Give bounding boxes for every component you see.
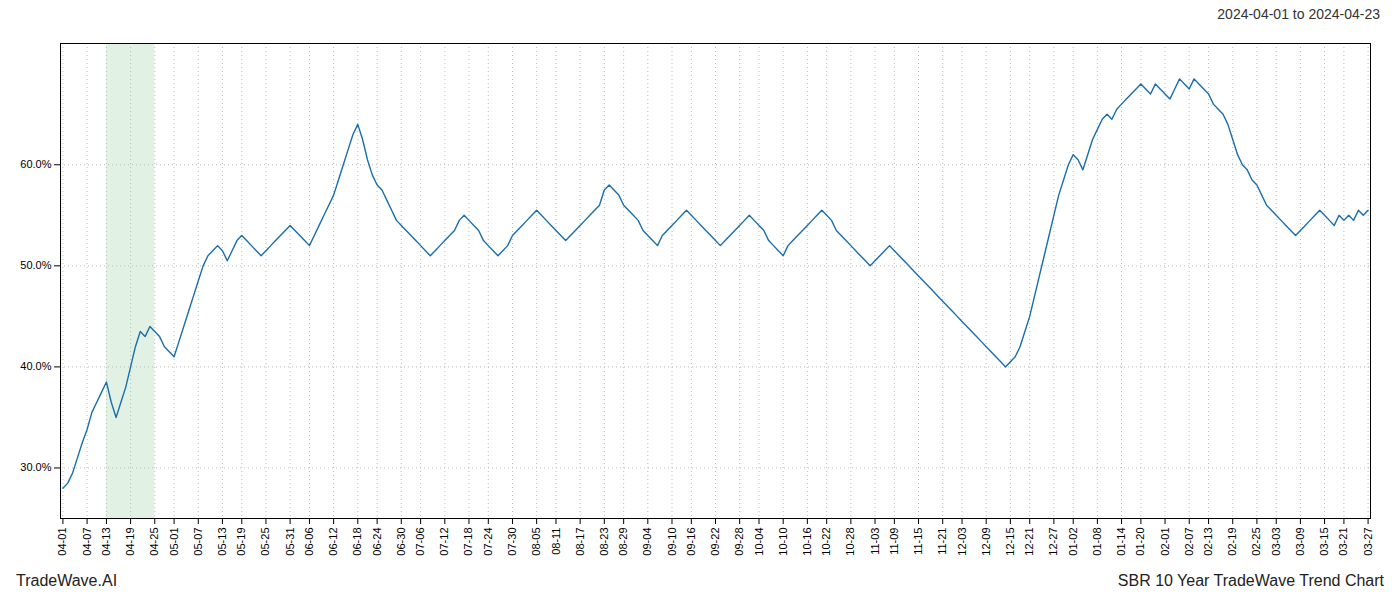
svg-text:11-15: 11-15 <box>912 528 924 555</box>
svg-text:01-20: 01-20 <box>1134 528 1146 556</box>
svg-text:05-31: 05-31 <box>284 528 296 556</box>
svg-text:11-21: 11-21 <box>936 528 948 555</box>
svg-text:03-21: 03-21 <box>1337 528 1349 556</box>
svg-text:07-18: 07-18 <box>462 528 474 556</box>
svg-text:08-29: 08-29 <box>617 528 629 556</box>
svg-text:11-03: 11-03 <box>869 528 881 555</box>
svg-text:30.0%: 30.0% <box>20 461 51 473</box>
svg-text:02-19: 02-19 <box>1226 528 1238 556</box>
svg-text:02-13: 02-13 <box>1202 528 1214 556</box>
svg-text:04-19: 04-19 <box>124 528 136 556</box>
svg-text:10-16: 10-16 <box>801 528 813 556</box>
svg-text:04-01: 04-01 <box>56 528 68 556</box>
svg-text:07-06: 07-06 <box>414 528 426 556</box>
svg-text:07-12: 07-12 <box>438 528 450 556</box>
svg-text:01-14: 01-14 <box>1115 528 1127 556</box>
svg-text:06-18: 06-18 <box>351 528 363 556</box>
svg-text:12-09: 12-09 <box>980 528 992 556</box>
svg-text:03-27: 03-27 <box>1362 528 1374 556</box>
svg-text:05-07: 05-07 <box>192 528 204 556</box>
svg-text:07-30: 07-30 <box>506 528 518 556</box>
svg-text:06-06: 06-06 <box>303 528 315 556</box>
svg-text:09-16: 09-16 <box>685 528 697 556</box>
svg-text:01-08: 01-08 <box>1091 528 1103 556</box>
svg-text:04-13: 04-13 <box>100 528 112 556</box>
svg-text:08-05: 08-05 <box>530 528 542 556</box>
svg-text:02-01: 02-01 <box>1159 528 1171 556</box>
svg-text:12-03: 12-03 <box>956 528 968 556</box>
svg-text:09-10: 09-10 <box>666 528 678 556</box>
svg-text:50.0%: 50.0% <box>20 259 51 271</box>
svg-text:10-28: 10-28 <box>844 528 856 556</box>
svg-text:09-28: 09-28 <box>733 528 745 556</box>
svg-text:10-22: 10-22 <box>820 528 832 556</box>
svg-text:60.0%: 60.0% <box>20 158 51 170</box>
svg-text:02-07: 02-07 <box>1183 528 1195 556</box>
svg-text:06-30: 06-30 <box>395 528 407 556</box>
svg-text:04-25: 04-25 <box>148 528 160 556</box>
svg-text:02-25: 02-25 <box>1250 528 1262 556</box>
svg-text:03-15: 03-15 <box>1318 528 1330 556</box>
svg-text:11-09: 11-09 <box>888 528 900 555</box>
svg-text:12-15: 12-15 <box>1004 528 1016 556</box>
svg-text:05-13: 05-13 <box>216 528 228 556</box>
svg-text:04-07: 04-07 <box>81 528 93 556</box>
svg-text:09-22: 09-22 <box>709 528 721 556</box>
svg-text:03-03: 03-03 <box>1270 528 1282 556</box>
svg-text:03-09: 03-09 <box>1294 528 1306 556</box>
svg-text:08-11: 08-11 <box>549 528 561 555</box>
html-text:SBR 10 Year TradeWave Trend Ch: SBR 10 Year TradeWave Trend Chart <box>1117 572 1384 589</box>
svg-text:07-24: 07-24 <box>482 528 494 556</box>
svg-text:05-01: 05-01 <box>168 528 180 556</box>
svg-text:40.0%: 40.0% <box>20 360 51 372</box>
svg-text:12-27: 12-27 <box>1047 528 1059 556</box>
svg-text:01-02: 01-02 <box>1067 528 1079 556</box>
svg-text:05-25: 05-25 <box>259 528 271 556</box>
svg-text:08-23: 08-23 <box>598 528 610 556</box>
html-text:2024-04-01 to 2024-04-23: 2024-04-01 to 2024-04-23 <box>1217 6 1380 22</box>
svg-text:10-04: 10-04 <box>753 528 765 556</box>
svg-text:06-24: 06-24 <box>371 528 383 556</box>
svg-text:12-21: 12-21 <box>1023 528 1035 556</box>
html-text:TradeWave.AI: TradeWave.AI <box>16 572 118 589</box>
svg-text:10-10: 10-10 <box>777 528 789 556</box>
svg-text:09-04: 09-04 <box>641 528 653 556</box>
svg-text:05-19: 05-19 <box>235 528 247 556</box>
svg-text:08-17: 08-17 <box>574 528 586 556</box>
svg-text:06-12: 06-12 <box>327 528 339 556</box>
